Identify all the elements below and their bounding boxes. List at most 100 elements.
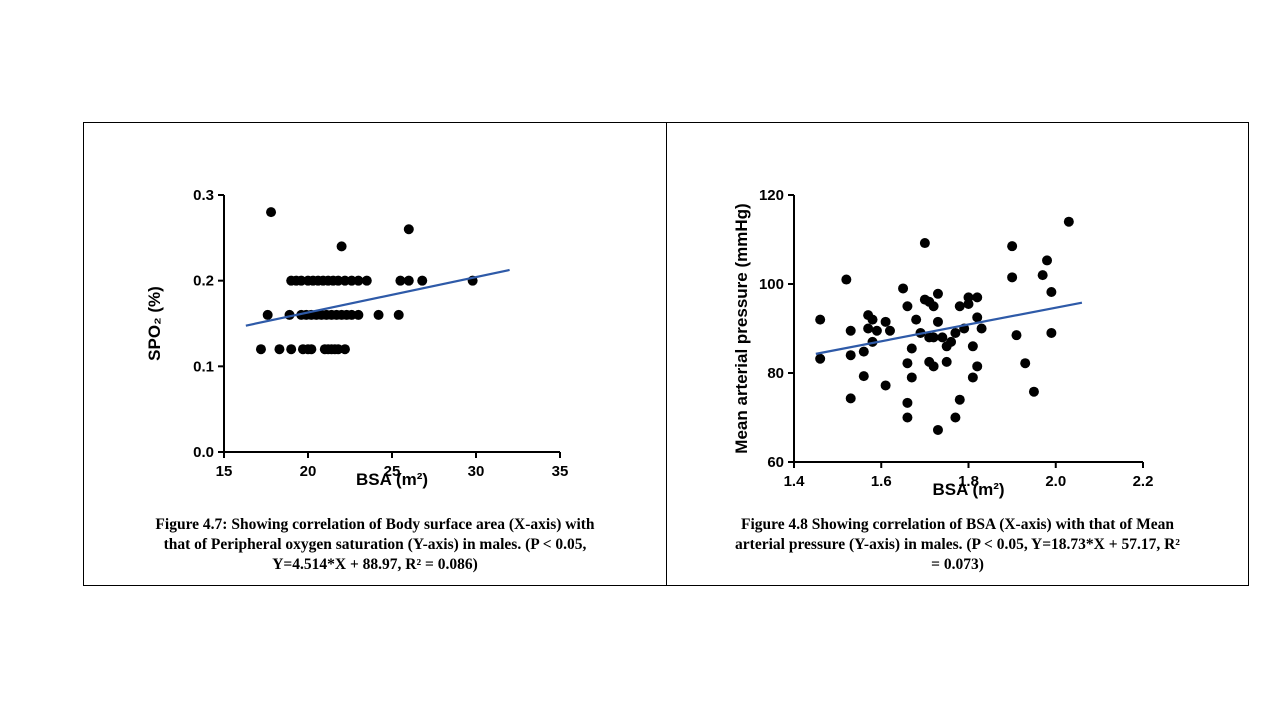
data-point: [902, 301, 913, 312]
data-point: [403, 224, 414, 235]
data-point: [1063, 216, 1074, 227]
x-tick-label: 1.8: [958, 473, 979, 490]
data-point: [845, 350, 856, 361]
data-point: [976, 323, 987, 334]
data-point: [845, 393, 856, 404]
bsa-spo2-scatter-chart: 0.0 0.1 0.2 0.3 15 20 25 30 35 BSA (m²) SPO₂ (%): [145, 187, 569, 489]
x-tick-label: 30: [468, 463, 485, 480]
data-point: [858, 346, 869, 357]
data-point: [403, 275, 414, 286]
data-point: [928, 361, 939, 372]
data-point: [867, 314, 878, 325]
y-tick-label: 0.1: [193, 358, 214, 375]
data-point: [815, 353, 826, 364]
data-point: [1046, 327, 1057, 338]
data-point: [1037, 270, 1048, 281]
data-point: [815, 314, 826, 325]
data-point: [880, 380, 891, 391]
data-point: [954, 301, 965, 312]
data-point: [361, 275, 372, 286]
x-tick-label: 2.0: [1045, 473, 1066, 490]
data-point: [255, 344, 266, 355]
y-tick-label: 120: [759, 187, 784, 204]
data-point: [932, 316, 943, 327]
data-point: [1042, 255, 1053, 266]
data-point: [845, 325, 856, 336]
caption-line: = 0.073): [931, 556, 984, 573]
y-axis-title: Mean arterial pressure (mmHg): [732, 203, 751, 453]
data-point: [841, 274, 852, 285]
regression-line: [245, 268, 510, 327]
data-point: [339, 344, 350, 355]
data-point: [967, 372, 978, 383]
data-point: [902, 412, 913, 423]
data-point: [950, 327, 961, 338]
bsa-map-scatter-chart: 60 80 100 120 1.4 1.6 1.8 2.0 2.2 BSA (m²) Mean ar…: [732, 187, 1153, 499]
data-point: [941, 356, 952, 367]
figure-4-7-caption: Figure 4.7: Showing correlation of Body …: [84, 515, 666, 575]
y-axis-title: SPO₂ (%): [145, 286, 164, 361]
data-point: [972, 292, 983, 303]
data-point: [932, 288, 943, 299]
data-point: [417, 275, 428, 286]
x-tick-label: 15: [216, 463, 233, 480]
data-point: [902, 358, 913, 369]
data-point: [336, 241, 347, 252]
data-point: [880, 316, 891, 327]
y-tick-label: 80: [767, 365, 784, 382]
x-axis-title: BSA (m²): [932, 480, 1004, 499]
data-point: [906, 372, 917, 383]
data-point: [950, 412, 961, 423]
caption-line: Figure 4.7: Showing correlation of Body …: [155, 516, 595, 533]
caption-line: Figure 4.8 Showing correlation of BSA (X…: [741, 516, 1174, 533]
data-point: [898, 283, 909, 294]
figure-4-8-panel: 60 80 100 120 1.4 1.6 1.8 2.0 2.2 BSA (m²) Mean ar…: [666, 122, 1249, 586]
data-point: [954, 394, 965, 405]
data-point: [932, 424, 943, 435]
data-point: [928, 332, 939, 343]
y-tick-label: 60: [767, 454, 784, 471]
y-tick-label: 0.2: [193, 273, 214, 290]
data-point: [858, 371, 869, 382]
data-point: [353, 275, 364, 286]
figure-4-8-caption: Figure 4.8 Showing correlation of BSA (X…: [667, 515, 1248, 575]
data-point: [928, 301, 939, 312]
caption-line: that of Peripheral oxygen saturation (Y-…: [163, 536, 587, 553]
data-point: [863, 323, 874, 334]
data-point: [906, 343, 917, 354]
y-tick-label: 100: [759, 276, 784, 293]
caption-line: arterial pressure (Y-axis) in males. (P …: [735, 536, 1180, 553]
data-point: [972, 361, 983, 372]
x-tick-label: 20: [300, 463, 317, 480]
data-point: [972, 312, 983, 323]
data-point: [1007, 241, 1018, 252]
regression-line: [815, 301, 1083, 355]
data-point: [946, 336, 957, 347]
data-point: [967, 341, 978, 352]
data-point: [1011, 330, 1022, 341]
data-point: [902, 397, 913, 408]
figure-4-7-panel: 0.0 0.1 0.2 0.3 15 20 25 30 35 BSA (m²) SPO₂ (%) F…: [83, 122, 667, 586]
data-point: [266, 207, 277, 218]
y-tick-label: 0.0: [193, 444, 214, 461]
data-point: [353, 309, 364, 320]
data-point: [306, 344, 317, 355]
x-axis-title: BSA (m²): [356, 470, 428, 489]
y-tick-label: 0.3: [193, 187, 214, 204]
caption-line: Y=4.514*X + 88.97, R² = 0.086): [272, 556, 478, 573]
data-point: [919, 238, 930, 249]
data-point: [1046, 287, 1057, 298]
data-point: [871, 325, 882, 336]
data-point: [937, 332, 948, 343]
data-point: [274, 344, 285, 355]
x-tick-label: 1.6: [871, 473, 892, 490]
data-point: [395, 275, 406, 286]
data-point: [1007, 272, 1018, 283]
x-tick-label: 35: [552, 463, 569, 480]
data-point: [911, 314, 922, 325]
data-point: [286, 344, 297, 355]
data-point: [1020, 358, 1031, 369]
data-point: [884, 325, 895, 336]
data-point: [262, 309, 273, 320]
data-point: [373, 309, 384, 320]
